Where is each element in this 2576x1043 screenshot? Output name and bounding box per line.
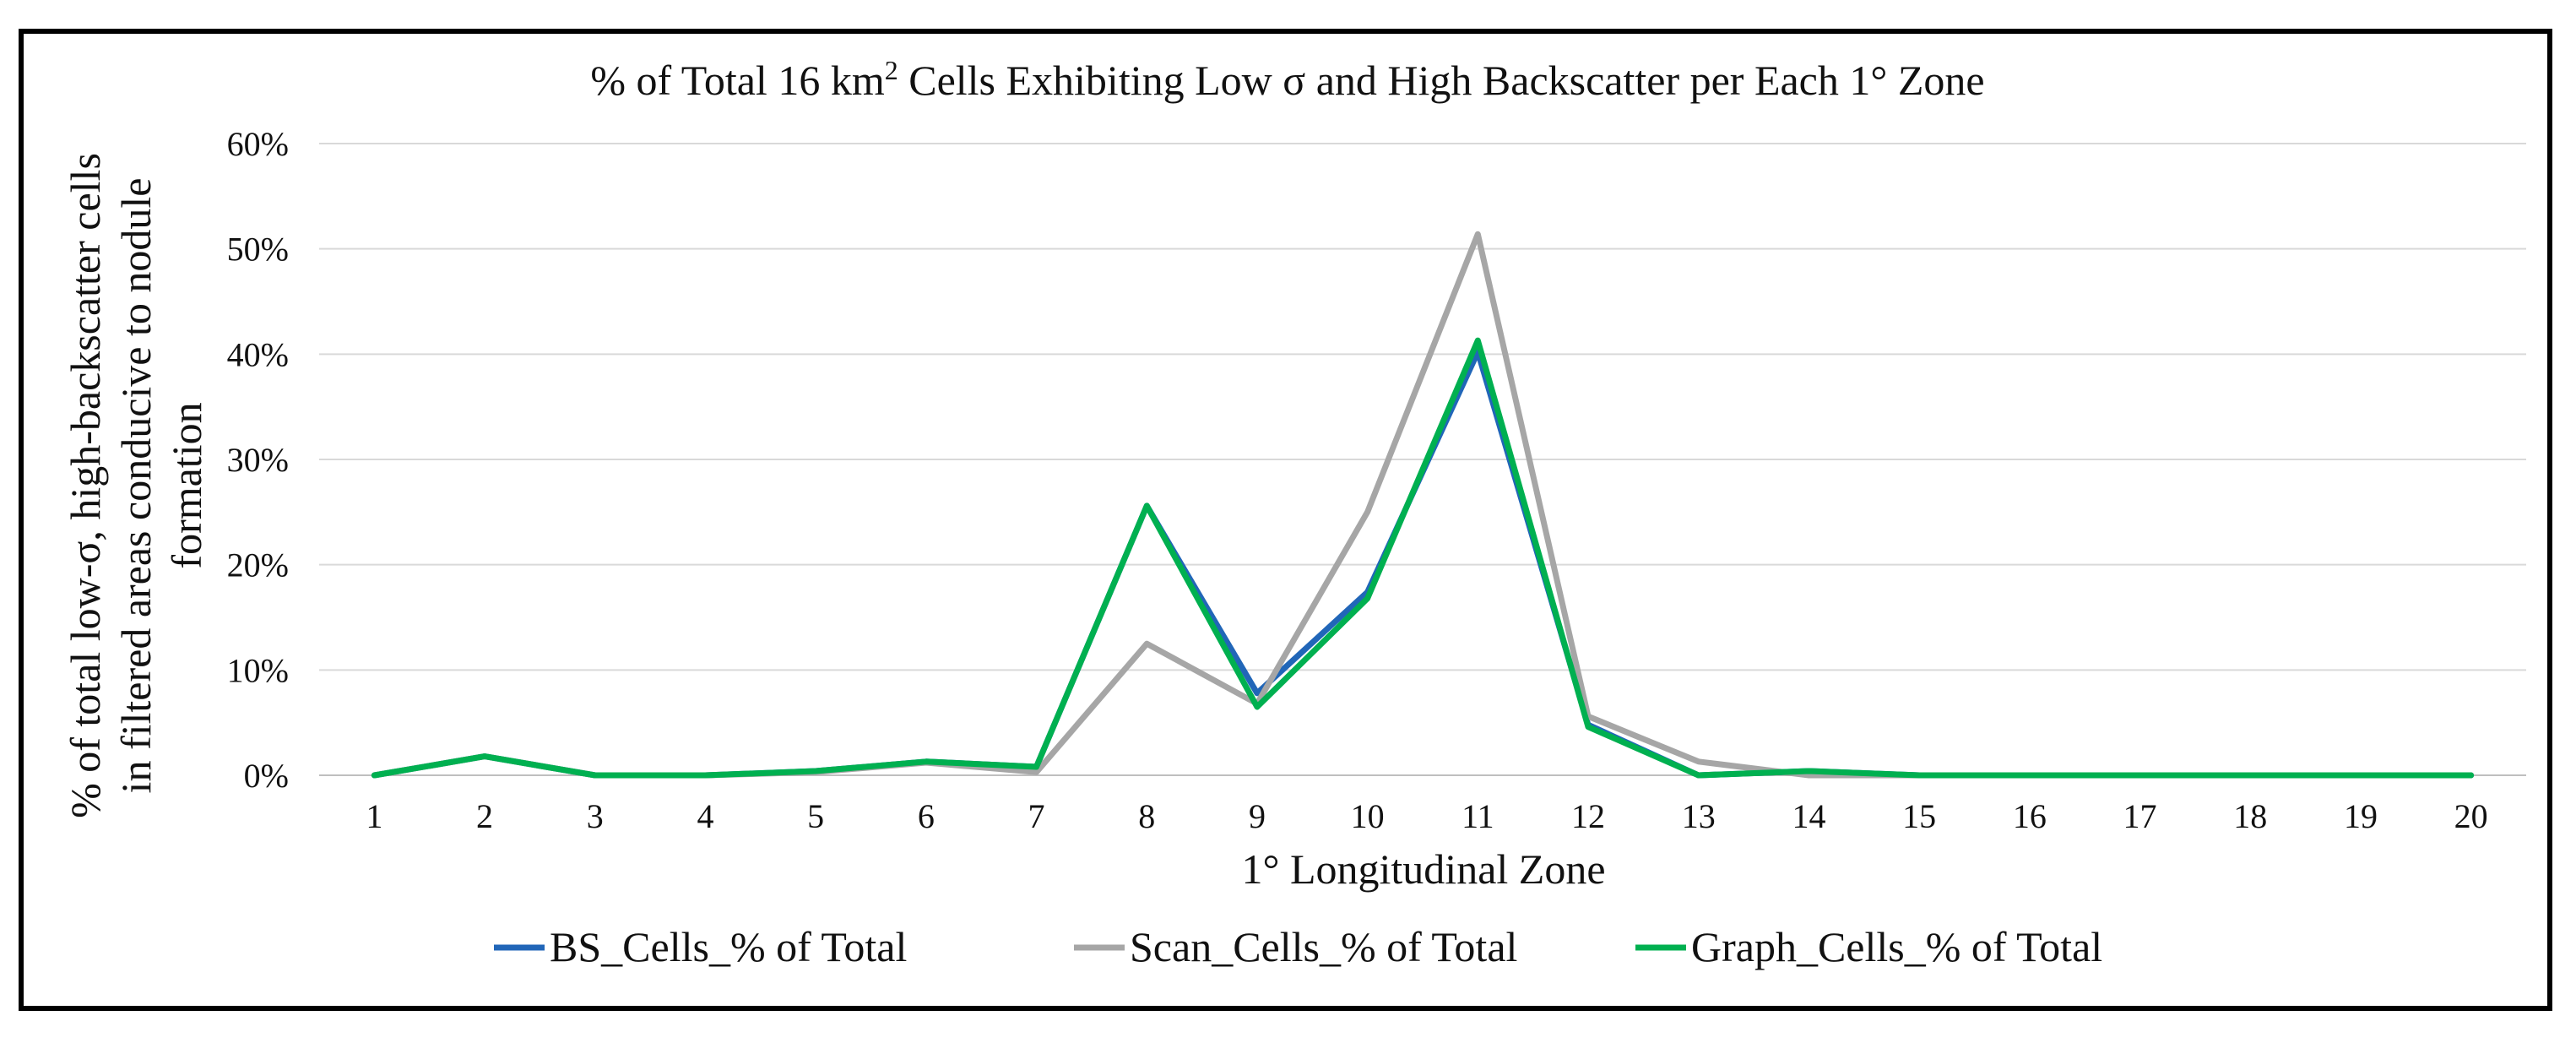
x-tick-label: 5 [807, 797, 824, 835]
y-tick-label: 40% [227, 335, 289, 373]
x-tick-label: 14 [1792, 797, 1825, 835]
x-tick-label: 8 [1138, 797, 1155, 835]
y-tick-label: 10% [227, 651, 289, 689]
gridlines [319, 143, 2526, 776]
series-lines [371, 231, 2475, 779]
x-tick-label: 18 [2233, 797, 2267, 835]
x-tick-labels: 1 2 3 4 5 6 7 8 9 10 11 12 13 14 15 16 17 18 19 20 [366, 797, 2487, 835]
x-tick-label: 9 [1249, 797, 1266, 835]
y-tick-label: 60% [227, 125, 289, 163]
series-line-1 [371, 349, 2475, 779]
legend: BS_Cells_% of Total Scan_Cells_% of Total… [494, 923, 2102, 970]
series-line-2 [371, 231, 2475, 779]
y-tick-label: 0% [244, 757, 289, 795]
x-tick-label: 19 [2344, 797, 2378, 835]
x-tick-label: 1 [366, 797, 382, 835]
x-tick-label: 13 [1682, 797, 1716, 835]
legend-label: BS_Cells_% of Total [550, 923, 907, 970]
legend-label: Graph_Cells_% of Total [1691, 923, 2102, 970]
legend-item-3: Graph_Cells_% of Total [1635, 923, 2102, 970]
x-tick-label: 6 [918, 797, 935, 835]
x-tick-label: 20 [2454, 797, 2488, 835]
legend-item-2: Scan_Cells_% of Total [1074, 923, 1517, 970]
x-tick-label: 10 [1351, 797, 1385, 835]
x-tick-label: 12 [1571, 797, 1605, 835]
legend-item-1: BS_Cells_% of Total [494, 923, 907, 970]
x-tick-label: 15 [1902, 797, 1936, 835]
x-axis-label: 1° Longitudinal Zone [1241, 845, 1605, 893]
chart-frame [19, 29, 2552, 1011]
y-tick-label: 30% [227, 441, 289, 479]
series-line-3 [371, 337, 2475, 779]
x-tick-label: 11 [1462, 797, 1494, 835]
y-tick-label: 20% [227, 546, 289, 584]
x-tick-label: 2 [476, 797, 493, 835]
y-tick-label: 50% [227, 231, 289, 269]
x-tick-label: 17 [2123, 797, 2157, 835]
x-tick-label: 16 [2013, 797, 2047, 835]
y-axis-label-line-1: % of total low-σ, high-backscatter cells [62, 153, 109, 818]
y-axis-label: % of total low-σ, high-backscatter cells… [62, 153, 210, 818]
chart-title: % of Total 16 km2 Cells Exhibiting Low σ… [590, 55, 1984, 104]
y-tick-labels: 0% 10% 20% 30% 40% 50% 60% [227, 125, 289, 795]
x-tick-label: 7 [1028, 797, 1045, 835]
y-axis-label-line-2: in filtered areas conducive to nodule [112, 178, 160, 794]
x-tick-label: 4 [697, 797, 713, 835]
x-tick-label: 3 [587, 797, 604, 835]
y-axis-label-line-3: formation [163, 402, 210, 568]
legend-label: Scan_Cells_% of Total [1130, 923, 1517, 970]
